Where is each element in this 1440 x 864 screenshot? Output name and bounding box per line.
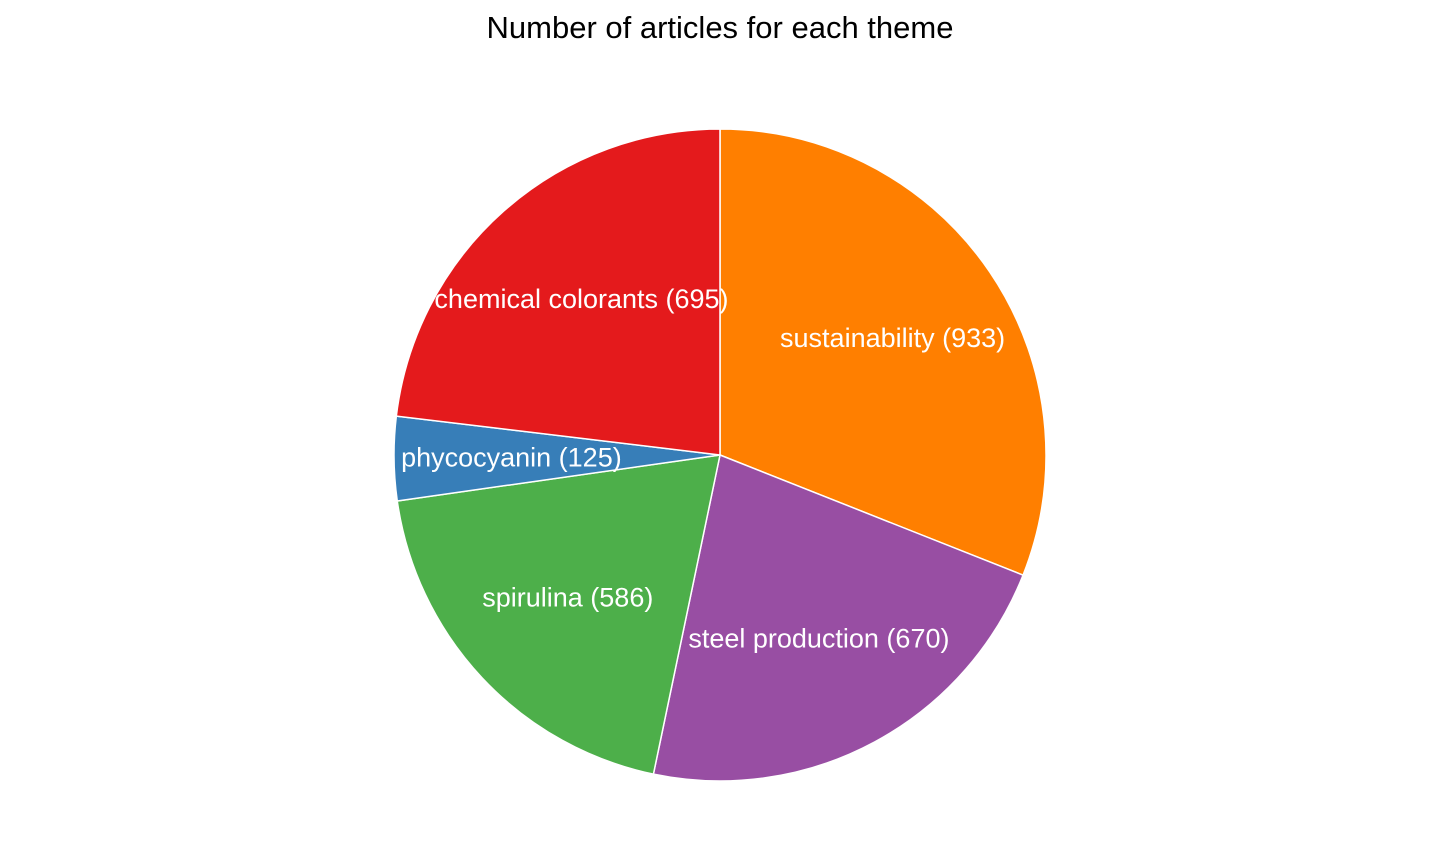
slice-label-steel-production: steel production (670) — [688, 624, 949, 654]
chart-title: Number of articles for each theme — [486, 10, 954, 45]
pie-slices — [393, 128, 1047, 782]
pie-labels: sustainability (933) steel production (67… — [401, 284, 1005, 654]
slice-label-chemical-colorants: chemical colorants (695) — [434, 284, 728, 314]
pie-slice-spirulina — [396, 454, 721, 776]
pie-slice-steel-production — [652, 453, 1025, 782]
slice-label-spirulina: spirulina (586) — [482, 583, 653, 613]
slice-label-phycocyanin: phycocyanin (125) — [401, 442, 622, 472]
slice-label-sustainability: sustainability (933) — [780, 323, 1005, 353]
pie-slice-chemical-colorants — [395, 128, 721, 456]
pie-slice-sustainability — [719, 128, 1047, 577]
